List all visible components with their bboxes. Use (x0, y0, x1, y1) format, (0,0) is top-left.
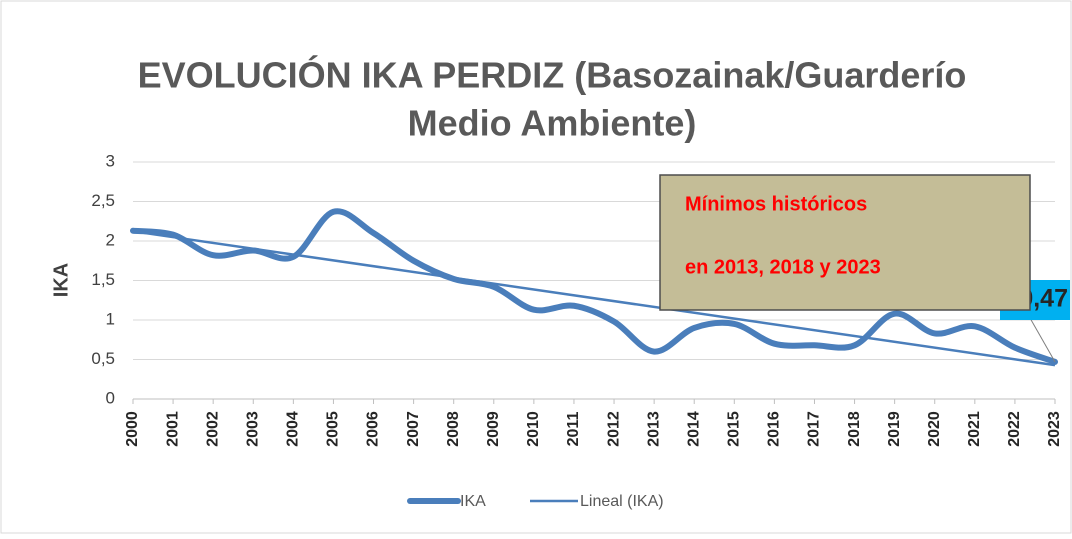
y-tick-label: 2 (106, 230, 115, 249)
trend-line (132, 230, 1056, 367)
x-tick-label: 2005 (325, 411, 342, 447)
x-tick-label: 2015 (726, 411, 743, 447)
chart-title: EVOLUCIÓN IKA PERDIZ (Basozainak/Guarder… (138, 54, 967, 96)
x-tick-label: 2002 (204, 411, 221, 447)
x-tick-label: 2020 (926, 411, 943, 447)
x-tick-label: 2007 (405, 411, 422, 447)
y-tick-label: 0,5 (91, 349, 115, 368)
x-tick-label: 2009 (485, 411, 502, 447)
x-tick-label: 2023 (1046, 411, 1063, 447)
y-tick-label: 3 (106, 151, 115, 170)
x-tick-label: 2021 (966, 411, 983, 447)
y-axis-label: IKA (50, 263, 72, 297)
x-tick-label: 2022 (1006, 411, 1023, 447)
x-tick-label: 2014 (685, 411, 702, 447)
legend-label: IKA (460, 493, 486, 510)
y-tick-label: 1,5 (91, 270, 115, 289)
x-tick-label: 2001 (164, 411, 181, 447)
legend-label: Lineal (IKA) (580, 493, 664, 510)
ika-line (130, 208, 1058, 365)
x-tick-label: 2011 (565, 412, 582, 447)
leader-line (1029, 317, 1056, 363)
chart-title: Medio Ambiente) (408, 103, 697, 144)
x-tick-label: 2013 (645, 411, 662, 447)
x-tick-label: 2018 (846, 411, 863, 447)
y-tick-label: 0 (106, 388, 115, 407)
x-tick-label: 2010 (525, 411, 542, 447)
y-tick-label: 2,5 (91, 191, 115, 210)
annotation-text: Mínimos históricos (685, 193, 867, 215)
x-tick-label: 2017 (806, 411, 823, 447)
x-tick-label: 2008 (445, 411, 462, 447)
x-tick-label: 2016 (766, 411, 783, 447)
x-tick-label: 2003 (244, 411, 261, 447)
y-tick-label: 1 (106, 309, 115, 328)
x-tick-label: 2006 (365, 411, 382, 447)
x-tick-label: 2000 (124, 411, 141, 447)
annotation-box (659, 174, 1031, 311)
x-tick-label: 2012 (605, 411, 622, 447)
x-tick-label: 2004 (285, 411, 302, 447)
annotation-text: en 2013, 2018 y 2023 (685, 256, 881, 278)
x-tick-label: 2019 (886, 411, 903, 447)
